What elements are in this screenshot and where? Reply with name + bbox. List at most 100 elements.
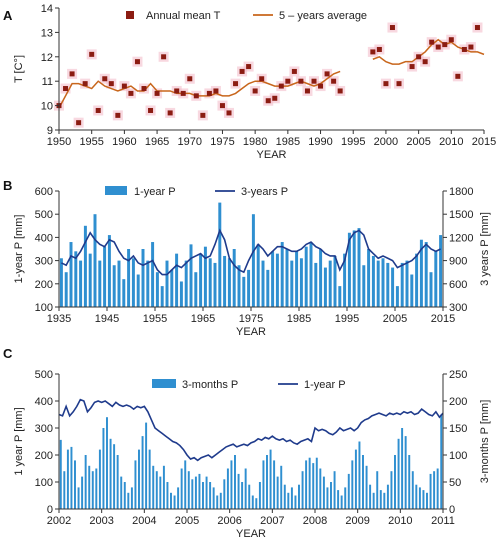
panel-c-y2-tick-label: 150 — [449, 423, 467, 435]
panel-b-bar — [275, 253, 279, 307]
panel-b-bar — [175, 253, 179, 307]
panel-a-point — [82, 81, 88, 87]
panel-c-bar — [205, 476, 208, 509]
panel-b-bar — [338, 286, 342, 307]
panel-b-y2-tick-label: 300 — [449, 302, 467, 314]
panel-c-bar — [70, 446, 73, 509]
panel-a-point — [89, 51, 95, 57]
panel-a-x-axis-title: YEAR — [257, 149, 287, 161]
panel-a-point — [102, 76, 108, 82]
panel-a-point — [213, 88, 219, 94]
panel-a-y-tick-label: 13 — [41, 27, 53, 39]
panel-b-y2-tick-label: 1800 — [449, 186, 473, 198]
panel-b-bar — [328, 260, 332, 307]
panel-c-bar — [106, 417, 108, 509]
panel-c-bar — [301, 471, 304, 509]
panel-c-bar — [365, 465, 368, 509]
panel-b-bar — [160, 286, 164, 307]
panel-b-legend: 1-year P 3-years P — [105, 186, 288, 198]
panel-c-bar — [162, 465, 165, 509]
panel-c-bar — [333, 471, 336, 509]
panel-b-bar — [242, 276, 246, 307]
panel-b-bar — [391, 267, 395, 307]
panel-c-bar — [294, 495, 297, 509]
panel-c-bar — [109, 438, 112, 509]
panel-b-bar — [98, 260, 102, 307]
panel-a-point — [206, 90, 212, 96]
panel-c-y2-tick-label: 50 — [449, 477, 461, 489]
panel-c-bar — [379, 490, 382, 509]
panel-a-point — [219, 103, 225, 109]
panel-c-legend-swatch — [152, 379, 176, 388]
panel-b-legend-label: 1-year P — [134, 186, 176, 198]
panel-c-bar — [244, 468, 247, 509]
panel-a-point — [422, 59, 428, 65]
panel-b-x-tick-label: 1985 — [287, 313, 311, 325]
panel-c-bar — [145, 422, 148, 509]
panel-c-bar — [433, 471, 436, 509]
panel-c-x-tick-label: 2004 — [132, 515, 156, 527]
panel-a-point — [265, 98, 271, 104]
panel-b-bar — [146, 260, 150, 307]
panel-a: A 9 10 11 12 13 14 1950 1955 1960 1965 1970 1975 1980… — [3, 3, 496, 161]
panel-a-point — [63, 86, 69, 92]
panel-c-x-tick-label: 2011 — [431, 515, 455, 527]
panel-b-y2-tick-label: 1200 — [449, 232, 473, 244]
panel-c-bar — [155, 471, 158, 509]
panel-b-bar — [251, 214, 255, 307]
panel-c-bar — [283, 484, 286, 509]
panel-b-bar — [232, 249, 236, 307]
panel-b-bar — [299, 258, 303, 307]
panel-c-bar — [354, 449, 357, 509]
panel-c-bar — [91, 471, 94, 509]
panel-c-bar — [102, 428, 105, 509]
panel-a-y-axis-title: T [C°] — [13, 55, 25, 83]
panel-c-bar — [273, 460, 276, 509]
panel-b-bar — [352, 230, 356, 307]
panel-b-bar — [347, 232, 351, 307]
panel-c-bar — [394, 455, 396, 509]
panel-a-x-tick-label: 1980 — [243, 136, 267, 148]
panel-b-bar — [131, 258, 135, 307]
panel-b-y2-axis-title: 3 years P [mm] — [479, 212, 491, 286]
panel-c-bar — [219, 492, 222, 509]
panel-a-x-tick-label: 2000 — [374, 136, 398, 148]
panel-b-bar — [218, 202, 222, 307]
panel-b-bar — [74, 251, 78, 307]
panel-c-bar — [152, 465, 155, 509]
panel-b-legend-swatch — [105, 186, 127, 195]
panel-c-bar — [258, 482, 261, 509]
panel-b-legend-label: 3-years P — [241, 186, 288, 198]
panel-a-letter: A — [3, 8, 13, 23]
panel-a-point — [370, 49, 376, 55]
panel-c-bar — [212, 487, 215, 509]
panel-a-point — [233, 81, 239, 87]
panel-b-bar — [69, 242, 73, 307]
panel-c-bar — [230, 460, 233, 509]
panel-b-bar — [165, 260, 169, 307]
panel-a-point — [95, 107, 101, 113]
panel-b-bar — [107, 235, 111, 307]
panel-c-bar — [337, 490, 340, 509]
panel-a-point — [298, 78, 304, 84]
panel-c-bar — [372, 492, 375, 509]
panel-b-bar — [405, 260, 409, 307]
panel-c-bar — [148, 449, 151, 509]
panel-c-bar — [351, 460, 354, 509]
panel-a-point — [324, 71, 330, 77]
panel-b-bar — [357, 228, 361, 307]
panel-c-bar — [74, 460, 76, 509]
panel-a-point — [180, 90, 186, 96]
panel-a-x-tick-label: 1990 — [308, 136, 332, 148]
panel-c-bar — [426, 492, 428, 509]
panel-b-bar — [280, 242, 284, 307]
panel-b-x-tick-label: 2015 — [431, 313, 455, 325]
panel-c-bar — [130, 487, 133, 509]
panel-a-point — [389, 25, 395, 31]
panel-c-bar — [362, 455, 364, 509]
panel-b-bar — [122, 279, 126, 307]
panel-a-point — [161, 54, 167, 60]
panel-c-y2-axis-title: 3-months P [mm] — [479, 400, 491, 484]
panel-b-bar — [88, 253, 92, 307]
panel-a-point — [383, 81, 389, 87]
